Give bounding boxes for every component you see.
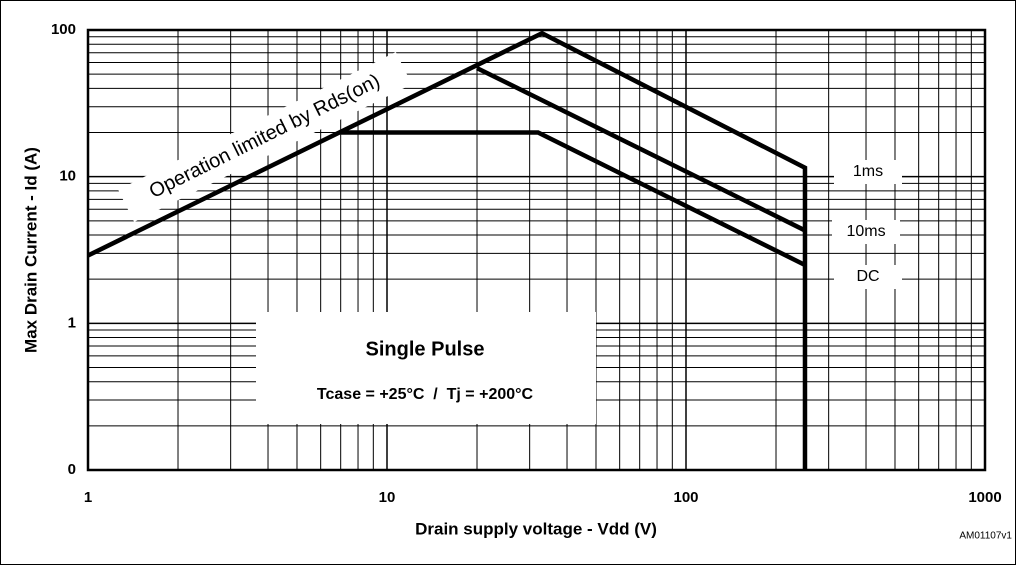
series-line xyxy=(87,30,808,470)
y-tick-label: 10 xyxy=(59,168,76,185)
y-tick-label: 0 xyxy=(68,461,76,478)
legend-box xyxy=(834,265,902,289)
annotation: Tcase = +25°C / Tj = +200°C xyxy=(317,386,534,403)
x-tick-label: 100 xyxy=(673,489,698,506)
legend-label: 10ms xyxy=(846,223,885,240)
plot-border xyxy=(86,28,987,472)
y-tick-label: 100 xyxy=(51,21,76,38)
y-axis-label: Max Drain Current - Id (A) xyxy=(21,147,40,353)
legend-box xyxy=(832,220,900,244)
x-tick-label: 1 xyxy=(84,489,92,506)
boxes xyxy=(118,51,596,424)
annotation: Single Pulse xyxy=(366,338,485,360)
x-axis-label: Drain supply voltage - Vdd (V) xyxy=(415,519,657,538)
y-tick-label: 1 xyxy=(68,314,76,331)
legend-label: DC xyxy=(856,268,879,285)
x-tick-label: 10 xyxy=(379,489,396,506)
legend-box xyxy=(834,160,902,184)
lines xyxy=(87,30,808,470)
figure-id: AM01107v1 xyxy=(959,531,1012,542)
series-line xyxy=(340,130,806,267)
legend-label: 1ms xyxy=(853,163,883,180)
annotation-box xyxy=(118,51,412,223)
x-tick-label: 1000 xyxy=(968,489,1001,506)
series-line xyxy=(476,66,806,233)
text-box xyxy=(256,312,596,424)
